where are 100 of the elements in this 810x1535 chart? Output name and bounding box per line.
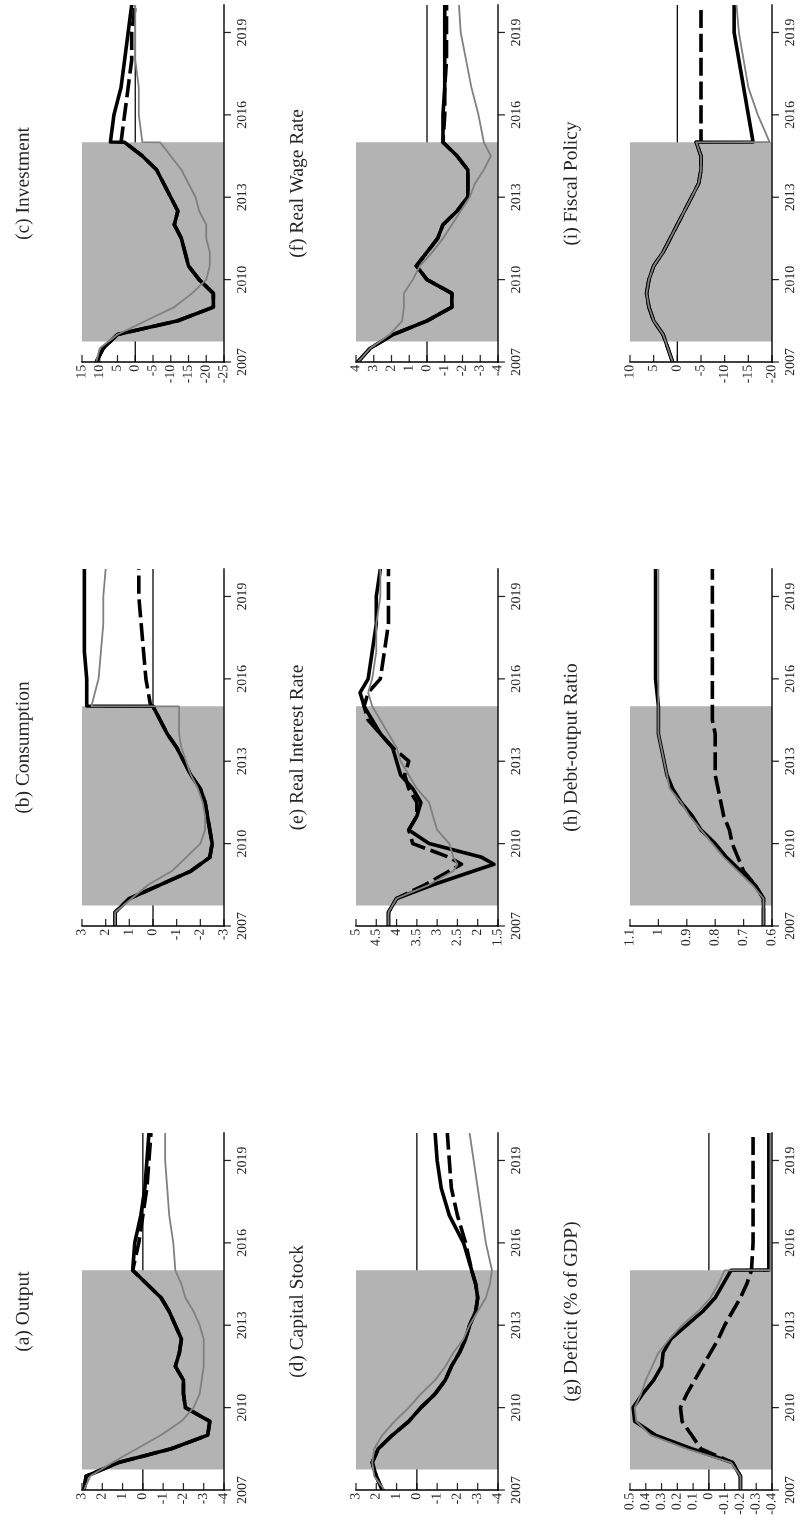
y-tick-label: 2010 — [784, 1394, 795, 1421]
y-tick-label: 2016 — [236, 101, 247, 129]
text: (e) Real Interest Rate — [289, 665, 307, 830]
x-tick-label: 1 — [652, 929, 662, 935]
x-tick-label: -2 — [451, 1493, 461, 1504]
x-tick-label: 0 — [410, 1493, 421, 1500]
x-tick-label: -10 — [164, 365, 175, 383]
y-tick-label: 2007 — [784, 912, 795, 940]
y-tick-label: 2019 — [510, 583, 521, 610]
y-tick-label: 2010 — [236, 1394, 247, 1421]
y-tick-label: 2016 — [510, 665, 521, 693]
x-tick-label: 0.4 — [639, 1492, 650, 1510]
y-tick-label: 2007 — [784, 1476, 795, 1504]
x-tick-label: 1 — [403, 365, 413, 371]
x-tick-label: 1.1 — [624, 929, 634, 945]
y-tick-label: 2019 — [236, 1147, 247, 1174]
y-tick-label: 2019 — [236, 19, 247, 46]
x-tick-label: -5 — [147, 365, 157, 376]
x-tick-label: -2 — [177, 1493, 187, 1504]
x-tick-label: 5 — [647, 365, 658, 371]
text: (h) Debt-output Ratio — [563, 664, 581, 831]
x-tick-label: -25 — [218, 365, 228, 383]
x-tick-label: 2 — [385, 365, 395, 372]
x-tick-label: 4.5 — [370, 929, 380, 946]
x-tick-label: -1 — [157, 1493, 167, 1504]
x-tick-label: 3 — [350, 1493, 360, 1500]
x-tick-label: -1 — [431, 1493, 441, 1504]
x-tick-label: -3 — [218, 929, 228, 940]
x-tick-label: -0.3 — [750, 1493, 760, 1515]
x-tick-label: -10 — [718, 365, 729, 383]
x-tick-label: 0 — [136, 1493, 147, 1500]
x-tick-label: -4 — [218, 1492, 228, 1504]
y-tick-label: 2013 — [784, 183, 795, 211]
y-tick-label: 2019 — [510, 19, 521, 46]
y-tick-label: 2019 — [510, 1147, 521, 1174]
y-tick-label: 2013 — [784, 747, 795, 775]
x-tick-label: -3 — [197, 1493, 208, 1504]
y-tick-label: 2016 — [510, 1229, 521, 1257]
x-tick-label: 5 — [350, 929, 360, 935]
x-tick-label: 1 — [123, 929, 133, 935]
y-tick-label: 2007 — [510, 348, 521, 376]
x-tick-label: 1 — [390, 1493, 400, 1499]
x-tick-label: 3 — [76, 1493, 86, 1500]
x-tick-label: 0 — [671, 365, 681, 372]
text: (f) Real Wage Rate — [289, 109, 307, 258]
y-tick-label: 2019 — [784, 19, 795, 46]
y-tick-label: 2007 — [236, 348, 247, 376]
x-tick-label: -20 — [200, 365, 210, 383]
y-tick-label: 2007 — [510, 1476, 521, 1504]
y-tick-label: 2016 — [236, 1229, 247, 1257]
y-tick-label: 2016 — [510, 101, 521, 129]
x-tick-label: 4 — [350, 364, 360, 372]
x-tick-label: 0.5 — [624, 1493, 634, 1510]
x-tick-label: 1 — [116, 1493, 126, 1499]
y-tick-label: 2016 — [784, 665, 795, 693]
x-tick-label: -1 — [438, 365, 449, 376]
x-tick-label: 1.5 — [492, 929, 502, 945]
x-tick-label: -3 — [471, 1493, 482, 1504]
text: (c) Investment — [15, 127, 33, 240]
y-tick-label: 2010 — [236, 266, 247, 293]
y-tick-label: 2019 — [784, 1147, 795, 1174]
y-tick-label: 2013 — [510, 747, 521, 775]
x-tick-label: 0 — [421, 365, 431, 372]
x-tick-label: -2 — [194, 929, 204, 940]
x-tick-label: -0.4 — [766, 1492, 776, 1515]
x-tick-label: 2 — [370, 1493, 380, 1500]
y-tick-label: 2010 — [510, 266, 521, 293]
text: (g) Deficit (% of GDP) — [563, 1222, 581, 1401]
x-tick-label: 3.5 — [411, 929, 421, 946]
y-tick-label: 2013 — [784, 1311, 795, 1339]
y-tick-label: 2007 — [510, 912, 521, 940]
y-tick-label: 2013 — [236, 1311, 247, 1339]
x-tick-label: 0 — [147, 929, 157, 936]
x-tick-label: -5 — [695, 365, 705, 376]
y-tick-label: 2010 — [510, 1394, 521, 1421]
y-tick-label: 2019 — [236, 583, 247, 610]
x-tick-label: -0.2 — [734, 1493, 744, 1515]
y-tick-label: 2016 — [784, 1229, 795, 1257]
x-tick-label: 2.5 — [451, 929, 461, 946]
x-tick-label: 10 — [93, 365, 104, 378]
x-tick-label: 2 — [99, 929, 110, 936]
x-tick-label: 3 — [431, 929, 441, 936]
y-tick-label: 2016 — [784, 101, 795, 129]
x-tick-label: 2 — [471, 929, 482, 936]
x-tick-label: 0.7 — [737, 929, 748, 946]
x-tick-label: 3 — [367, 365, 378, 372]
x-tick-label: 3 — [76, 929, 86, 936]
y-tick-label: 2007 — [784, 348, 795, 376]
x-tick-label: -15 — [742, 365, 752, 383]
x-tick-label: 5 — [111, 365, 121, 371]
x-tick-label: 0.6 — [766, 929, 776, 946]
y-tick-label: 2013 — [510, 1311, 521, 1339]
x-tick-label: 0.9 — [680, 929, 691, 946]
y-tick-label: 2013 — [236, 183, 247, 211]
text: (a) Output — [15, 1271, 33, 1351]
x-tick-label: 0.8 — [709, 929, 719, 946]
y-tick-label: 2010 — [784, 266, 795, 293]
y-tick-label: 2010 — [784, 830, 795, 857]
x-tick-label: 0 — [702, 1493, 713, 1500]
x-tick-label: -4 — [492, 1492, 502, 1504]
